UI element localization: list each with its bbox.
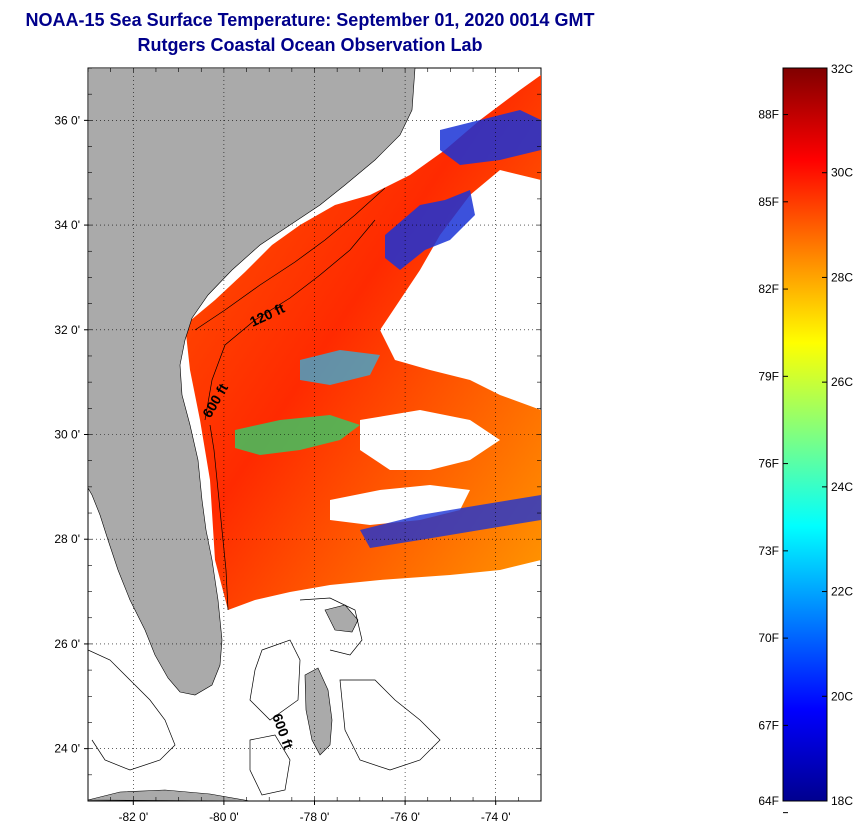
bathymetry-contour — [299, 597, 363, 656]
lon-tick-label: -82 0' — [118, 810, 148, 824]
colorbar-celsius-label: 24C — [831, 480, 853, 494]
map-subtitle: Rutgers Coastal Ocean Observation Lab — [137, 35, 483, 55]
sst-cloud-gap — [360, 410, 500, 470]
sst-cyan-band — [300, 350, 380, 385]
map-title: NOAA-15 Sea Surface Temperature: Septemb… — [25, 10, 595, 30]
map-plot-area: 36 0' 34 0' 32 0' 30 0' 28 0' 26 0' 24 0' -82 … — [54, 67, 542, 824]
colorbar-fahrenheit-label: 82F — [758, 282, 779, 296]
bathymetry-contour — [249, 639, 301, 721]
lon-tick-label: -76 0' — [390, 810, 420, 824]
lon-tick-label: -78 0' — [300, 810, 330, 824]
latitude-tick-labels: 36 0' 34 0' 32 0' 30 0' 28 0' 26 0' 24 0' — [54, 113, 88, 756]
colorbar-celsius-labels: 32C 30C 28C 26C 24C 22C 20C 18C — [822, 62, 853, 808]
colorbar-celsius-label: 28C — [831, 270, 853, 284]
colorbar-fahrenheit-label: 76F — [758, 457, 779, 471]
map-gridlines — [87, 67, 542, 802]
colorbar-celsius-label: 18C — [831, 794, 853, 808]
lon-tick-label: -74 0' — [481, 810, 511, 824]
longitude-tick-labels: -82 0' -80 0' -78 0' -76 0' -74 0' — [118, 801, 511, 824]
lat-tick-label: 36 0' — [54, 113, 80, 127]
colorbar-celsius-label: 26C — [831, 375, 853, 389]
colorbar-fahrenheit-label: 67F — [758, 718, 779, 732]
lat-tick-label: 34 0' — [54, 218, 80, 232]
bathymetry-contour — [249, 734, 291, 796]
sst-green-band — [235, 415, 360, 455]
lat-tick-label: 32 0' — [54, 323, 80, 337]
colorbar-fahrenheit-label: 88F — [758, 108, 779, 122]
colorbar-celsius-label: 32C — [831, 62, 853, 76]
lon-tick-label: -80 0' — [209, 810, 239, 824]
land-southeast-us — [88, 68, 416, 696]
bathymetry-contour — [204, 219, 376, 421]
sst-blue-patch — [385, 190, 475, 270]
colorbar-celsius-label: 20C — [831, 689, 853, 703]
colorbar-fahrenheit-labels: 88F 85F 82F 79F 76F 73F 70F 67F 64F — [758, 108, 788, 814]
bathymetry-contour — [88, 649, 176, 771]
land-bahamas — [324, 604, 359, 633]
colorbar-fahrenheit-label: 79F — [758, 369, 779, 383]
lat-tick-label: 30 0' — [54, 428, 80, 442]
bathymetry-contour — [339, 679, 441, 771]
colorbar-fahrenheit-label: 73F — [758, 544, 779, 558]
colorbar-fahrenheit-label: 64F — [758, 794, 779, 808]
lat-tick-label: 24 0' — [54, 742, 80, 756]
colorbar-gradient — [782, 67, 828, 802]
colorbar-celsius-label: 30C — [831, 166, 853, 180]
lat-tick-label: 28 0' — [54, 532, 80, 546]
bathymetry-contour — [209, 424, 229, 611]
colorbar-celsius-label: 22C — [831, 585, 853, 599]
land-cuba-edge — [88, 789, 251, 801]
sst-blue-patch — [440, 110, 541, 165]
temperature-colorbar: 32C 30C 28C 26C 24C 22C 20C 18C 88F 85F 82F 79F 76F… — [758, 62, 853, 814]
colorbar-fahrenheit-label: 70F — [758, 631, 779, 645]
colorbar-fahrenheit-label: 85F — [758, 195, 779, 209]
bathymetry-contour — [194, 187, 386, 331]
lat-tick-label: 26 0' — [54, 637, 80, 651]
land-bahamas — [304, 667, 333, 756]
